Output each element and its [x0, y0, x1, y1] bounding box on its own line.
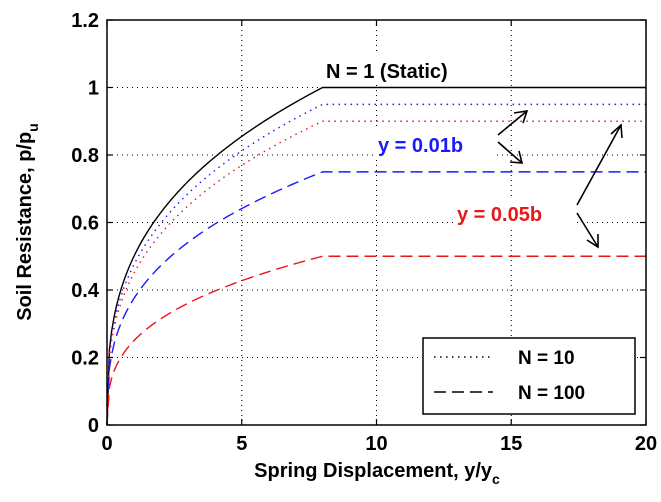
label-y005: y = 0.05b [457, 204, 542, 226]
x-axis-label: Spring Displacement, y/yc [254, 460, 500, 487]
series-line-1 [106, 86, 646, 426]
x-tick-label: 5 [236, 433, 247, 455]
x-tick-label: 20 [635, 433, 657, 455]
y-tick-label: 0.2 [71, 348, 99, 370]
series-line-5 [106, 255, 646, 426]
y-tick-label: 0.6 [71, 213, 99, 235]
label-y001-bg [374, 129, 496, 157]
label-static: N = 1 (Static) [326, 61, 448, 83]
y-tick-label: 0.8 [71, 145, 99, 167]
legend-label-n100: N = 100 [518, 383, 585, 404]
legend: N = 10 N = 100 [422, 337, 636, 415]
label-static-bg [322, 55, 490, 83]
legend-box [422, 337, 636, 415]
series-layer [106, 86, 646, 426]
annotation-arrows [497, 110, 623, 249]
y-tick-label: 0.4 [71, 280, 100, 302]
y-tick-label: 1.2 [71, 10, 99, 32]
series-line-3 [106, 120, 646, 426]
x-tick-label: 15 [500, 433, 522, 455]
legend-label-n10: N = 10 [518, 348, 575, 369]
arrow-y001-up [497, 110, 528, 136]
y-tick-label: 1 [88, 78, 99, 100]
label-y001: y = 0.01b [378, 135, 463, 157]
arrow-y005-down-head [586, 234, 599, 249]
arrow-y001-down [497, 141, 523, 164]
y-tick-label: 0 [88, 415, 99, 437]
series-line-4 [106, 171, 646, 426]
ticks: 0 5 10 15 20 0 0.2 0.4 0.6 0.8 1 1.2 [71, 10, 657, 455]
y-axis-label: Soil Resistance, p/pu [14, 123, 41, 321]
label-y005-bg [453, 198, 575, 226]
arrow-y005-down [576, 212, 599, 248]
arrow-y005-up-head [610, 123, 623, 139]
x-tick-label: 0 [101, 433, 112, 455]
x-tick-label: 10 [365, 433, 387, 455]
arrow-y001-up-head [513, 110, 529, 124]
arrow-y001-down-head [509, 150, 524, 164]
arrow-y005-up [576, 124, 622, 206]
